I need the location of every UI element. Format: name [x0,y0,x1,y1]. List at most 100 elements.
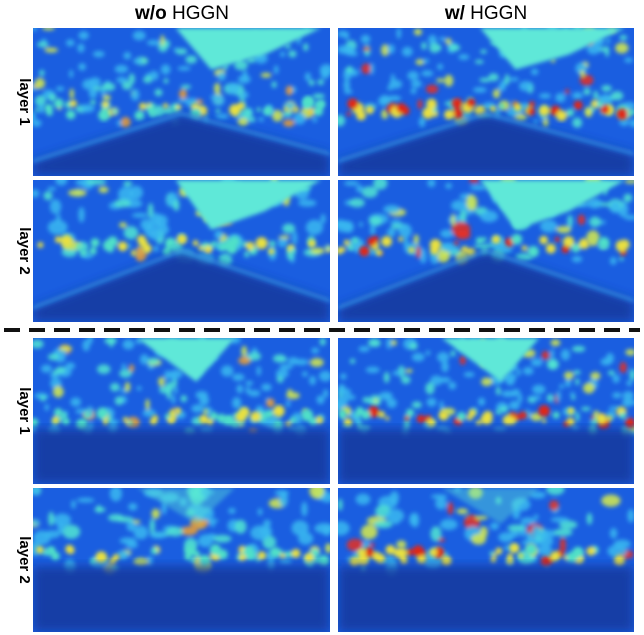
hot-spot [513,103,522,112]
sky [175,28,322,70]
blob [628,400,634,406]
hot-spot [176,233,188,245]
hot-spot [527,107,536,116]
blob [425,382,435,395]
hot-spot [357,554,369,566]
blob [40,364,52,373]
hot-spot [313,106,324,117]
blob [519,80,533,92]
hot-spot [33,418,39,427]
blob [241,107,253,119]
blob [126,521,137,532]
blob [441,360,449,373]
blob [47,353,59,361]
blob [530,412,543,422]
hot-spot [571,243,581,253]
blob [619,361,627,374]
hot-spot [614,555,625,567]
horizon [36,544,330,567]
hot-spot [53,98,64,109]
blob [65,362,76,370]
blob [109,488,123,502]
blob [148,230,163,241]
blob [475,515,488,520]
blob [463,371,475,378]
hot-spot [117,241,128,252]
blob [373,180,388,190]
blob [368,342,381,347]
blob [587,198,602,209]
hot-spot [363,547,374,558]
hot-spot [367,406,379,418]
hot-spot [598,237,610,249]
hot-spot [561,245,570,254]
hot-spot [37,242,44,249]
blob [530,68,539,76]
heatmap-panel [33,338,330,484]
blob [571,255,583,263]
blob [55,180,68,186]
hot-spot [325,245,330,250]
blob [389,491,400,504]
blob [338,114,346,127]
blob [283,119,295,127]
blob [362,396,371,403]
blob [305,219,324,235]
hot-spot [211,241,218,247]
blob [237,75,251,84]
blob [123,226,139,240]
hot-spot [495,547,503,555]
heatmap-panel [338,338,634,484]
blob [237,117,249,127]
blob [80,104,95,113]
hot-spot [106,245,114,253]
blob [627,509,634,523]
hot-spot [395,547,408,559]
blob [571,91,583,100]
blob [439,518,458,531]
hot-spot [545,243,556,254]
blob [210,521,215,528]
hot-spot [573,100,583,110]
blob [42,28,55,31]
column-label: HGGN [470,3,527,24]
blob [619,256,624,261]
blob [234,60,248,71]
blob [370,62,375,75]
road-edge [33,112,330,163]
blob [390,219,402,225]
blob [180,84,192,90]
blob [579,74,594,86]
hot-spot [527,245,539,258]
blob [535,545,553,555]
blob [560,349,571,361]
blob [589,216,601,228]
blob [340,373,347,380]
blob [164,370,171,381]
blob [121,81,133,90]
blob [338,396,349,407]
hot-spot [511,233,523,245]
blob [473,243,494,249]
blob [147,203,154,219]
blob [248,389,261,397]
blob [435,497,447,510]
hot-spot [426,98,437,110]
blob [488,73,499,82]
hot-spot [490,557,497,563]
road-edge [338,249,634,309]
blob [128,73,135,85]
blob [39,69,45,77]
blob [241,345,248,357]
blob [232,373,245,382]
blob [151,508,160,519]
hot-spot [47,546,56,555]
blob [160,34,165,47]
hot-spot [596,100,604,108]
blob [564,88,570,94]
blob [101,82,116,92]
heatmap-panel [33,28,330,176]
hot-spot [229,104,241,116]
blob [365,366,380,374]
